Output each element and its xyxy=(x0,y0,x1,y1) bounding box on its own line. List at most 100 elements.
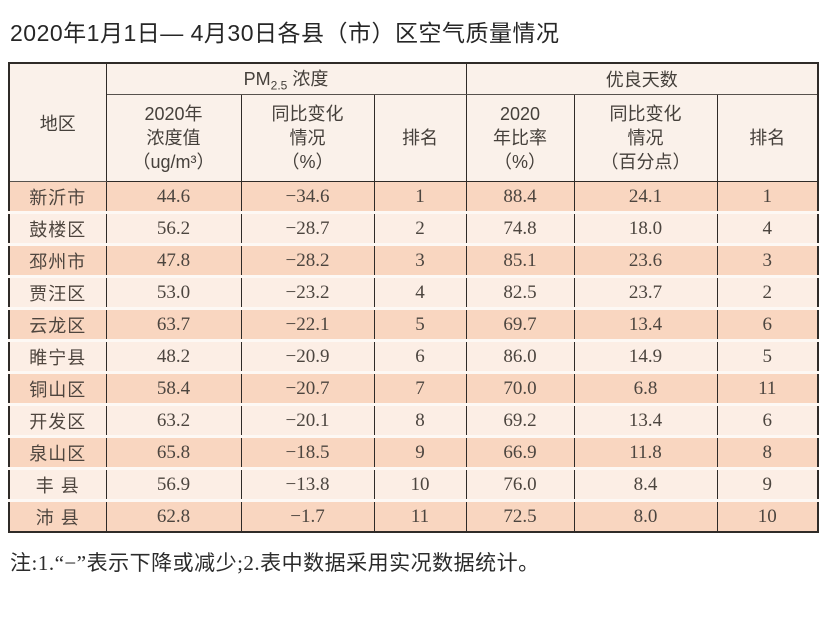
days-change-cell: 8.4 xyxy=(573,467,718,502)
days-ratio-cell: 70.0 xyxy=(465,371,575,406)
region-cell: 丰 县 xyxy=(8,467,107,502)
region-cell: 邳州市 xyxy=(8,243,107,278)
table-header: 地区 PM2.5 浓度 优良天数 2020年 浓度值 （ug/m³） 同比变化 … xyxy=(8,63,819,182)
pm25-value-cell: 65.8 xyxy=(105,435,242,470)
days-rank-header: 排名 xyxy=(716,94,819,182)
days-change-cell: 18.0 xyxy=(573,211,718,246)
pm25-rank-header: 排名 xyxy=(373,94,467,182)
region-cell: 鼓楼区 xyxy=(8,211,107,246)
pm25-rank-cell: 2 xyxy=(373,211,467,246)
days-rank-cell: 3 xyxy=(716,243,819,278)
pm25-rank-cell: 1 xyxy=(373,181,467,214)
pm25-rank-cell: 10 xyxy=(373,467,467,502)
days-ratio-header: 2020 年比率 （%） xyxy=(465,94,575,182)
pm25-value-cell: 58.4 xyxy=(105,371,242,406)
table-row: 鼓楼区 56.2 −28.7 2 74.8 18.0 4 xyxy=(8,211,819,246)
days-rank-cell: 2 xyxy=(716,275,819,310)
good-days-group-header: 优良天数 xyxy=(465,63,819,95)
pm25-rank-cell: 11 xyxy=(373,499,467,533)
pm25-change-cell: −22.1 xyxy=(240,307,375,342)
pm25-value-cell: 48.2 xyxy=(105,339,242,374)
days-ratio-cell: 76.0 xyxy=(465,467,575,502)
days-rank-cell: 10 xyxy=(716,499,819,533)
pm25-rank-cell: 6 xyxy=(373,339,467,374)
table-row: 泉山区 65.8 −18.5 9 66.9 11.8 8 xyxy=(8,435,819,470)
days-change-cell: 13.4 xyxy=(573,403,718,438)
days-ratio-cell: 69.7 xyxy=(465,307,575,342)
pm25-value-cell: 63.2 xyxy=(105,403,242,438)
region-cell: 贾汪区 xyxy=(8,275,107,310)
table-row: 云龙区 63.7 −22.1 5 69.7 13.4 6 xyxy=(8,307,819,342)
days-ratio-cell: 66.9 xyxy=(465,435,575,470)
days-change-cell: 6.8 xyxy=(573,371,718,406)
region-cell: 沛 县 xyxy=(8,499,107,533)
pm25-group-header: PM2.5 浓度 xyxy=(105,63,467,95)
days-rank-cell: 11 xyxy=(716,371,819,406)
days-ratio-cell: 86.0 xyxy=(465,339,575,374)
table-body: 新沂市 44.6 −34.6 1 88.4 24.1 1 鼓楼区 56.2 −2… xyxy=(8,181,819,533)
days-rank-cell: 1 xyxy=(716,181,819,214)
group-header-row: 地区 PM2.5 浓度 优良天数 xyxy=(8,63,819,182)
region-cell: 铜山区 xyxy=(8,371,107,406)
days-rank-cell: 6 xyxy=(716,307,819,342)
days-rank-cell: 6 xyxy=(716,403,819,438)
pm25-value-cell: 63.7 xyxy=(105,307,242,342)
pm25-value-cell: 56.9 xyxy=(105,467,242,502)
pm25-rank-cell: 8 xyxy=(373,403,467,438)
days-change-cell: 11.8 xyxy=(573,435,718,470)
pm25-rank-cell: 3 xyxy=(373,243,467,278)
sub-header-row: 2020年 浓度值 （ug/m³） 同比变化 情况 （%） 排名 2020 年比… xyxy=(9,94,819,182)
region-cell: 新沂市 xyxy=(8,181,107,214)
table-row: 铜山区 58.4 −20.7 7 70.0 6.8 11 xyxy=(8,371,819,406)
days-change-header: 同比变化 情况 （百分点） xyxy=(573,94,718,182)
days-change-cell: 23.7 xyxy=(573,275,718,310)
region-column-header: 地区 xyxy=(8,63,107,182)
table-row: 睢宁县 48.2 −20.9 6 86.0 14.9 5 xyxy=(8,339,819,374)
days-change-cell: 14.9 xyxy=(573,339,718,374)
region-cell: 泉山区 xyxy=(8,435,107,470)
region-cell: 开发区 xyxy=(8,403,107,438)
pm25-value-cell: 62.8 xyxy=(105,499,242,533)
days-ratio-cell: 74.8 xyxy=(465,211,575,246)
pm25-change-cell: −1.7 xyxy=(240,499,375,533)
pm25-change-cell: −20.7 xyxy=(240,371,375,406)
pm25-value-header: 2020年 浓度值 （ug/m³） xyxy=(105,94,242,182)
pm25-change-cell: −13.8 xyxy=(240,467,375,502)
pm25-change-cell: −18.5 xyxy=(240,435,375,470)
region-cell: 睢宁县 xyxy=(8,339,107,374)
days-change-cell: 24.1 xyxy=(573,181,718,214)
pm25-label-prefix: PM xyxy=(243,69,271,90)
pm25-label-subscript: 2.5 xyxy=(270,78,288,93)
air-quality-table: 地区 PM2.5 浓度 优良天数 2020年 浓度值 （ug/m³） 同比变化 … xyxy=(8,62,820,533)
days-rank-cell: 8 xyxy=(716,435,819,470)
pm25-change-cell: −20.9 xyxy=(240,339,375,374)
pm25-rank-cell: 7 xyxy=(373,371,467,406)
pm25-change-cell: −20.1 xyxy=(240,403,375,438)
table-row: 邳州市 47.8 −28.2 3 85.1 23.6 3 xyxy=(8,243,819,278)
days-change-cell: 8.0 xyxy=(573,499,718,533)
pm25-change-cell: −23.2 xyxy=(240,275,375,310)
table-row: 新沂市 44.6 −34.6 1 88.4 24.1 1 xyxy=(8,181,819,214)
pm25-rank-cell: 9 xyxy=(373,435,467,470)
table-row: 丰 县 56.9 −13.8 10 76.0 8.4 9 xyxy=(8,467,819,502)
table-row: 开发区 63.2 −20.1 8 69.2 13.4 6 xyxy=(8,403,819,438)
pm25-change-cell: −28.2 xyxy=(240,243,375,278)
days-change-cell: 23.6 xyxy=(573,243,718,278)
days-ratio-cell: 69.2 xyxy=(465,403,575,438)
pm25-change-header: 同比变化 情况 （%） xyxy=(240,94,375,182)
days-ratio-cell: 72.5 xyxy=(465,499,575,533)
pm25-value-cell: 56.2 xyxy=(105,211,242,246)
region-cell: 云龙区 xyxy=(8,307,107,342)
days-ratio-cell: 85.1 xyxy=(465,243,575,278)
pm25-value-cell: 44.6 xyxy=(105,181,242,214)
table-row: 沛 县 62.8 −1.7 11 72.5 8.0 10 xyxy=(8,499,819,533)
pm25-rank-cell: 5 xyxy=(373,307,467,342)
pm25-label-suffix: 浓度 xyxy=(287,69,329,90)
pm25-change-cell: −28.7 xyxy=(240,211,375,246)
pm25-rank-cell: 4 xyxy=(373,275,467,310)
days-change-cell: 13.4 xyxy=(573,307,718,342)
table-footnote: 注:1.“−”表示下降或减少;2.表中数据采用实况数据统计。 xyxy=(10,551,540,575)
days-ratio-cell: 88.4 xyxy=(465,181,575,214)
days-rank-cell: 5 xyxy=(716,339,819,374)
